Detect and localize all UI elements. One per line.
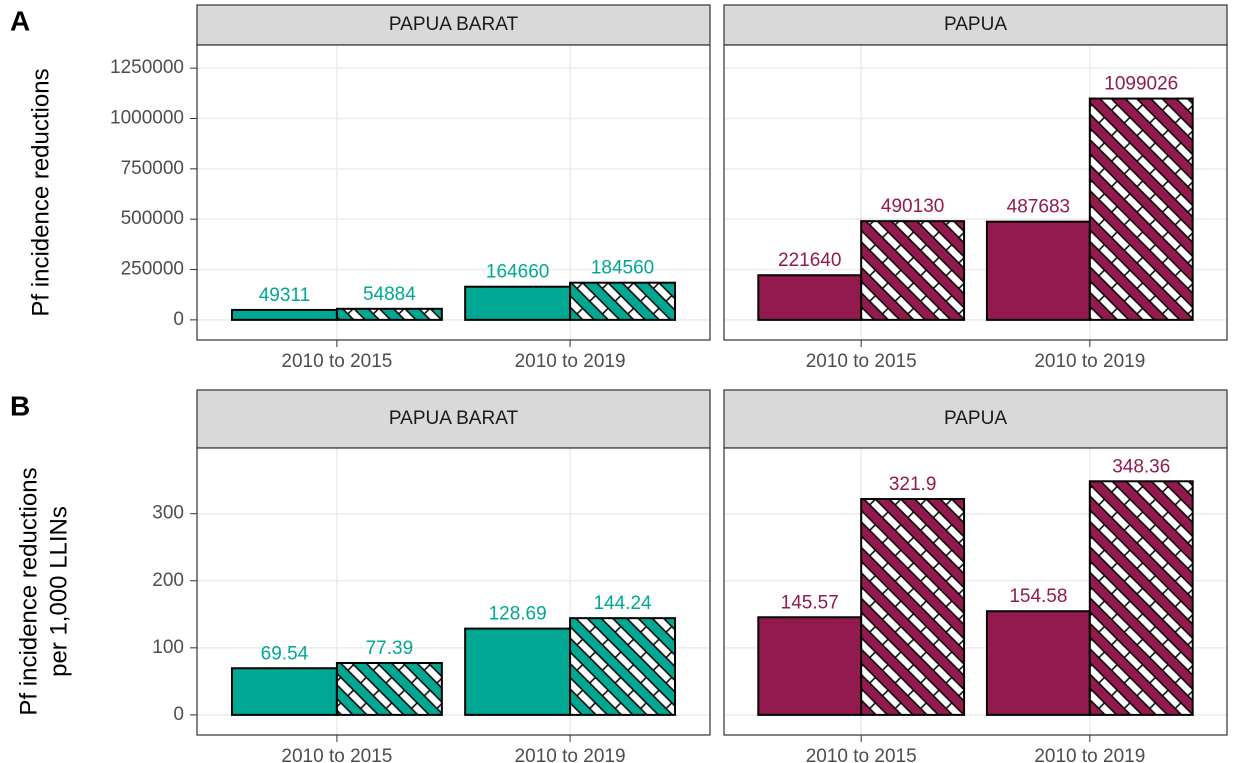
plot-border — [723, 447, 1228, 736]
bar — [335, 661, 443, 716]
bar — [860, 220, 966, 321]
x-tick-label: 2010 to 2015 — [281, 746, 392, 763]
x-tick-label: 2010 to 2019 — [1034, 351, 1145, 372]
plot-border — [196, 447, 711, 736]
x-tick-label: 2010 to 2019 — [515, 746, 626, 763]
y-tick-label: 1000000 — [110, 108, 184, 129]
y-tick-label: 750000 — [121, 158, 184, 179]
y-axis-title: Pf incidence reductions — [27, 68, 54, 316]
x-tick-label: 2010 to 2019 — [1034, 746, 1145, 763]
value-label: 154.58 — [1009, 586, 1067, 607]
value-label: 487683 — [1007, 197, 1070, 218]
facet-title: PAPUA — [944, 408, 1007, 429]
facet-title: PAPUA BARAT — [389, 408, 519, 429]
value-label: 221640 — [778, 250, 841, 271]
x-tick-label: 2010 to 2015 — [806, 351, 917, 372]
x-tick-label: 2010 to 2019 — [515, 351, 626, 372]
y-tick-label: 1250000 — [110, 57, 184, 78]
value-label: 490130 — [881, 196, 944, 217]
value-label: 49311 — [259, 285, 310, 306]
y-tick-label: 0 — [173, 704, 184, 725]
bar — [860, 498, 966, 716]
value-label: 77.39 — [366, 638, 414, 659]
panel-label: A — [10, 5, 30, 36]
bar — [1088, 97, 1194, 321]
y-axis-title: per 1,000 LLINs — [45, 506, 72, 677]
value-label: 144.24 — [593, 593, 652, 614]
y-axis-title: Pf incidence reductions — [15, 467, 42, 715]
value-label: 54884 — [363, 284, 416, 305]
bar — [1088, 480, 1194, 716]
bar — [464, 627, 572, 716]
y-tick-label: 300 — [152, 503, 184, 524]
plot-border — [723, 44, 1228, 341]
value-label: 348.36 — [1112, 456, 1170, 477]
bar — [335, 307, 443, 321]
value-label: 145.57 — [781, 592, 839, 613]
strip — [196, 389, 711, 449]
bar — [464, 285, 572, 321]
x-tick-label: 2010 to 2015 — [806, 746, 917, 763]
value-label: 321.9 — [889, 474, 937, 495]
bar — [569, 617, 677, 716]
bar — [230, 667, 338, 716]
value-label: 164660 — [486, 262, 549, 283]
facet-title: PAPUA — [944, 14, 1007, 35]
y-tick-label: 200 — [152, 570, 184, 591]
plot-border — [196, 44, 711, 341]
bar — [757, 616, 863, 716]
bar — [230, 308, 338, 321]
bar — [569, 281, 677, 321]
y-tick-label: 100 — [152, 637, 184, 658]
y-tick-label: 250000 — [121, 259, 184, 280]
bar — [985, 220, 1091, 321]
x-tick-label: 2010 to 2015 — [281, 351, 392, 372]
facet-title: PAPUA BARAT — [389, 14, 519, 35]
bar — [985, 610, 1091, 716]
value-label: 128.69 — [489, 604, 547, 625]
value-label: 1099026 — [1104, 74, 1178, 95]
value-label: 69.54 — [261, 643, 309, 664]
y-tick-label: 0 — [173, 309, 184, 330]
bar — [757, 274, 863, 321]
y-tick-label: 500000 — [121, 208, 184, 229]
panel-label: B — [10, 390, 30, 421]
value-label: 184560 — [591, 258, 654, 279]
